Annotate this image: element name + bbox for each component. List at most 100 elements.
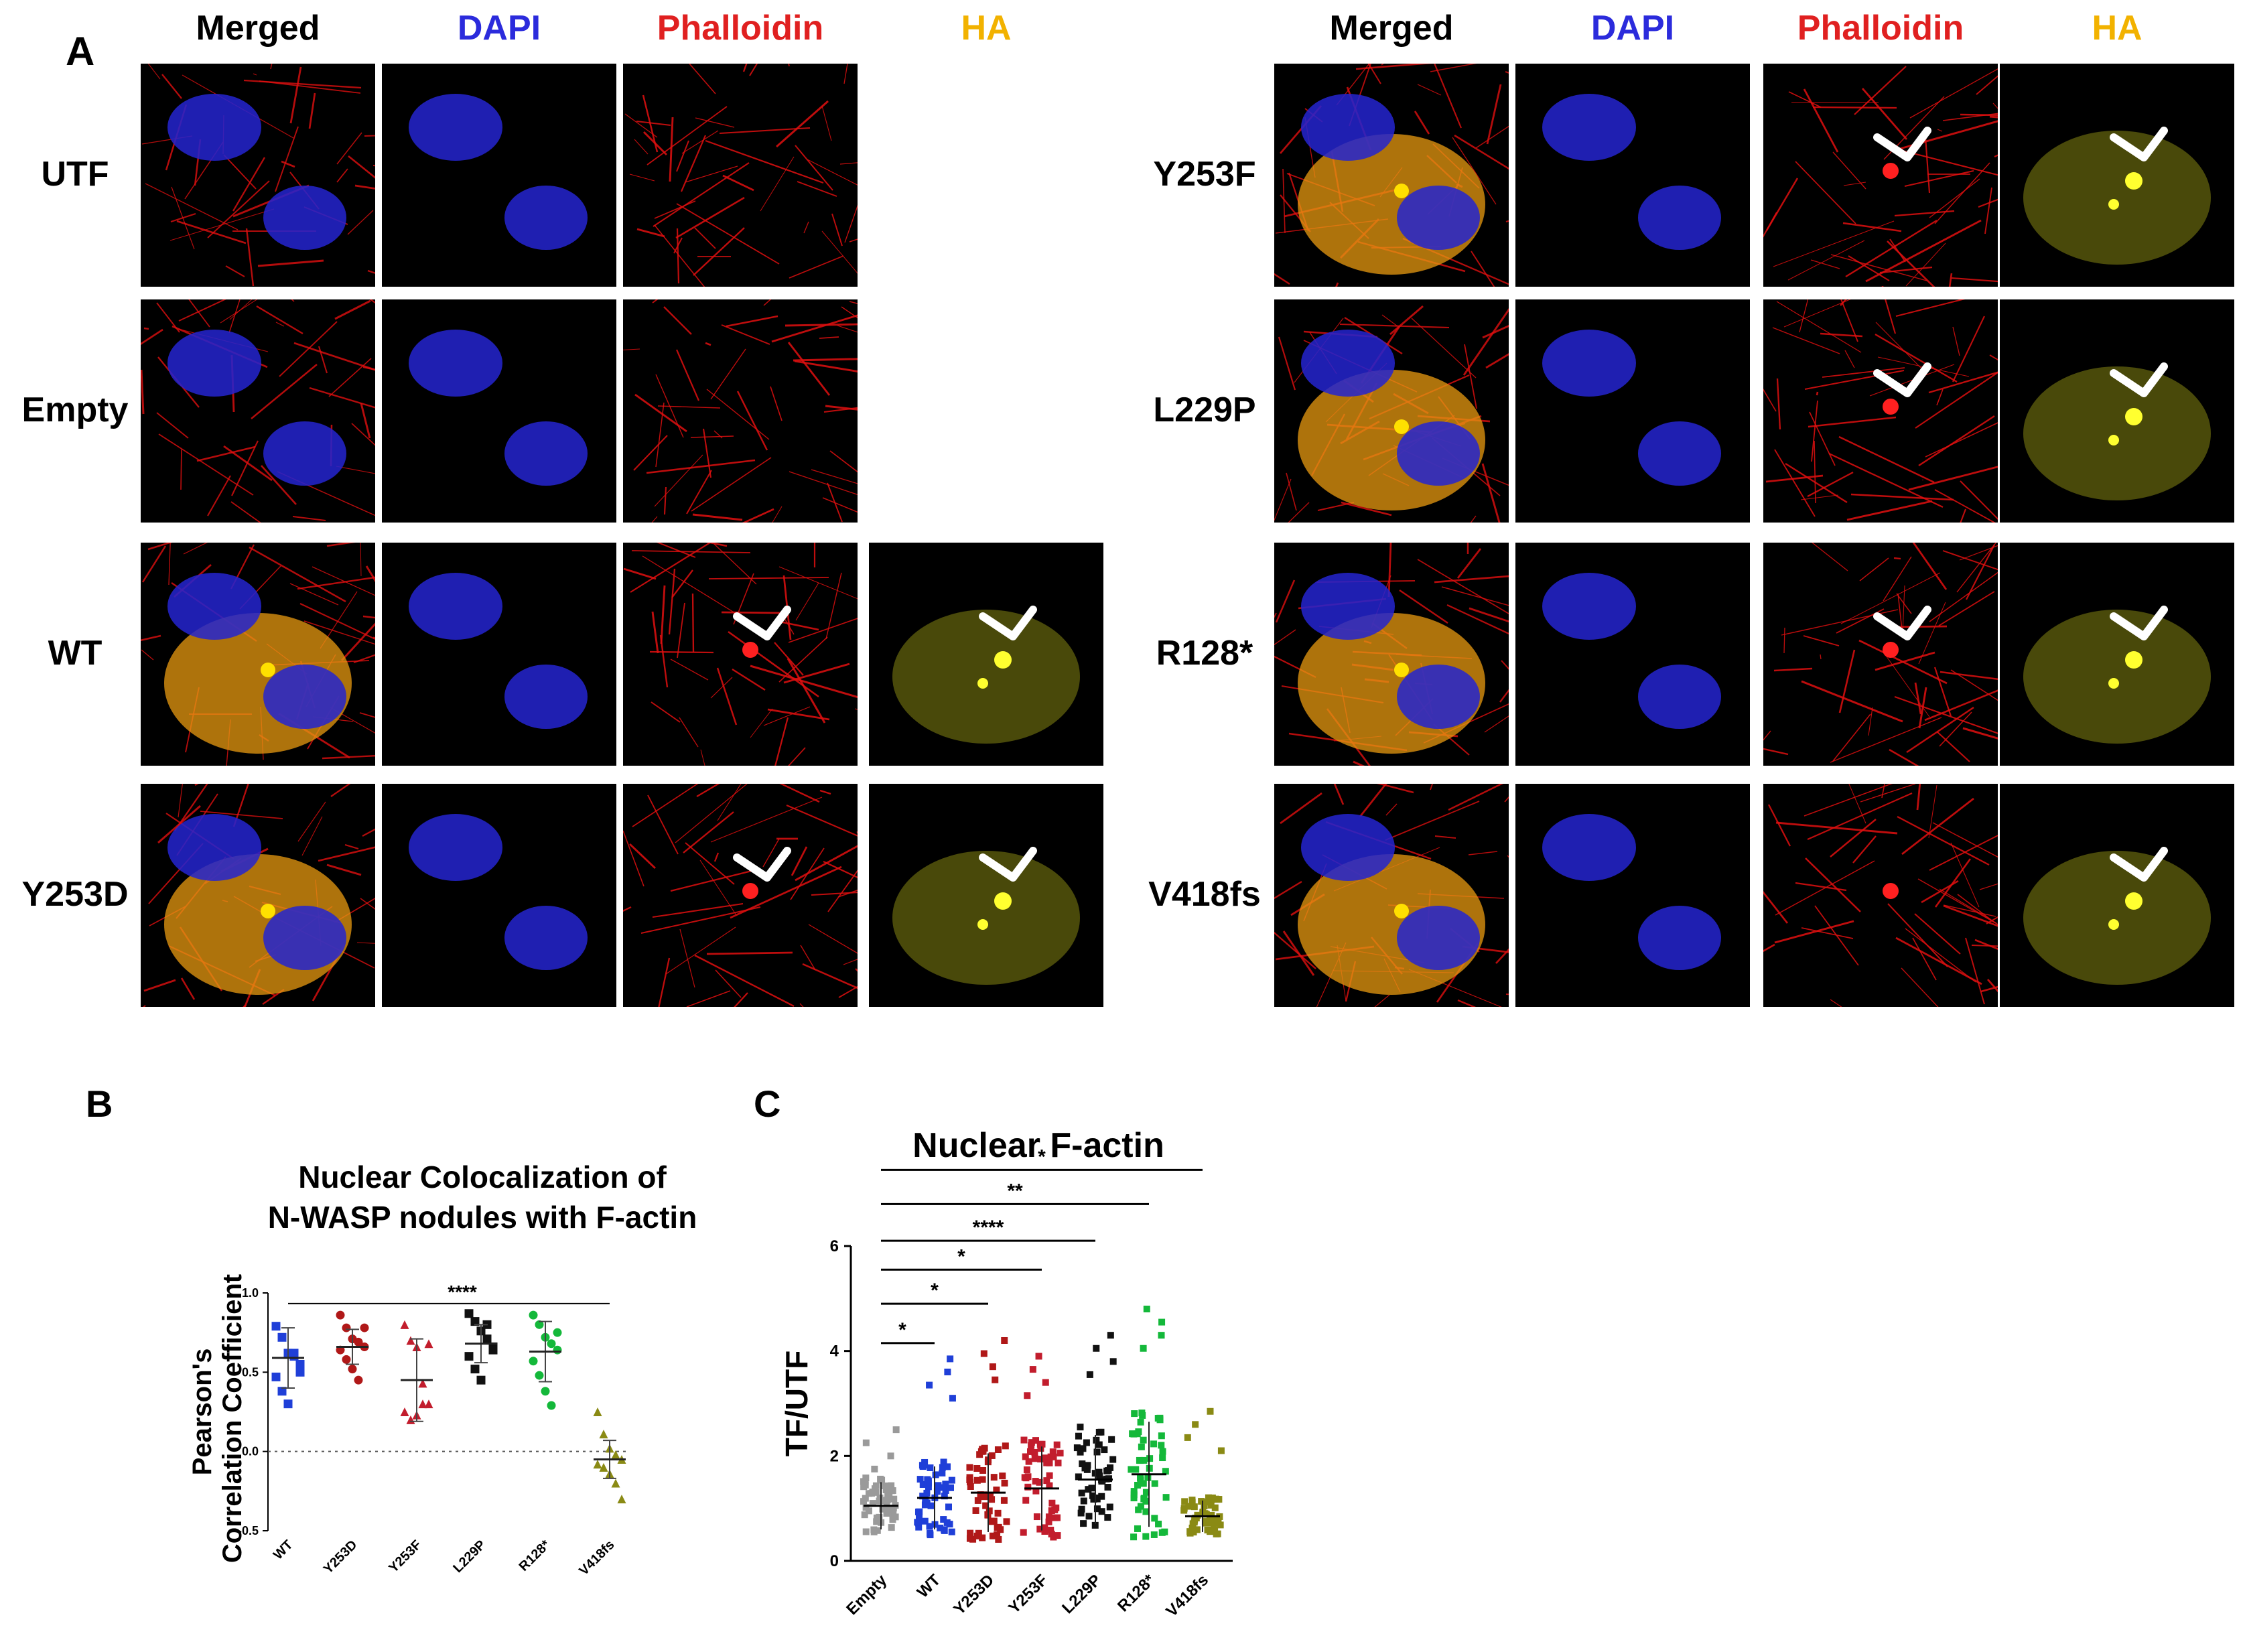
- c-point: [1048, 1499, 1056, 1507]
- left-row-label-1: Empty: [21, 390, 129, 429]
- c-point: [892, 1426, 900, 1434]
- micrograph-dapi: [382, 784, 616, 1007]
- c-point: [1211, 1504, 1219, 1511]
- micrograph-phalloidin: [623, 543, 858, 766]
- b-point: [470, 1365, 480, 1374]
- b-point: [418, 1379, 427, 1388]
- c-xtick-label: L229P: [1059, 1571, 1105, 1617]
- merged-image: [1274, 543, 1509, 766]
- b-point: [348, 1365, 357, 1374]
- c-point: [1144, 1474, 1152, 1481]
- c-point: [915, 1523, 923, 1531]
- b-xtick-label: R128*: [517, 1537, 553, 1574]
- c-point: [994, 1509, 1002, 1517]
- b-point: [617, 1495, 626, 1504]
- c-point: [1104, 1484, 1111, 1491]
- c-point: [1140, 1345, 1147, 1352]
- c-point: [882, 1482, 889, 1489]
- micrograph-ha: [2000, 543, 2234, 766]
- c-point: [1217, 1447, 1225, 1454]
- c-point: [944, 1463, 951, 1470]
- c-point: [1150, 1440, 1158, 1448]
- c-point: [1093, 1495, 1101, 1503]
- micrograph-merged: [141, 299, 375, 523]
- arrowhead-icon: [733, 606, 791, 640]
- c-point: [940, 1516, 947, 1523]
- c-xtick-label: Y253D: [950, 1571, 998, 1619]
- micrograph-phalloidin: [623, 784, 858, 1007]
- c-point: [948, 1476, 955, 1484]
- b-point: [553, 1345, 562, 1355]
- c-point: [942, 1481, 949, 1488]
- b-point: [599, 1430, 608, 1439]
- c-point: [1078, 1505, 1085, 1513]
- right-row-label-0: Y253F: [1153, 154, 1256, 194]
- c-point: [914, 1519, 921, 1526]
- c-significance-label: ****: [973, 1217, 1004, 1239]
- micrograph-merged: [1274, 64, 1509, 287]
- c-point: [879, 1505, 886, 1513]
- dapi-image: [409, 94, 588, 250]
- c-point: [1191, 1517, 1199, 1524]
- right-row-label-1: L229P: [1153, 390, 1256, 429]
- c-point: [1188, 1497, 1196, 1504]
- c-point: [870, 1526, 878, 1533]
- c-xtick-label: V418fs: [1162, 1571, 1212, 1621]
- ha-image: [2023, 606, 2211, 744]
- c-point: [914, 1508, 922, 1515]
- c-point: [989, 1532, 996, 1539]
- c-point: [979, 1476, 986, 1483]
- c-point: [1050, 1533, 1057, 1541]
- c-point: [1037, 1456, 1044, 1463]
- c-point: [939, 1484, 947, 1491]
- b-point: [360, 1323, 369, 1332]
- c-point: [1078, 1489, 1085, 1497]
- c-point: [993, 1487, 1000, 1494]
- c-point: [989, 1363, 996, 1371]
- c-point: [874, 1527, 881, 1534]
- c-point: [1130, 1488, 1138, 1495]
- c-point: [1085, 1486, 1092, 1493]
- b-point: [271, 1372, 281, 1381]
- c-point: [948, 1528, 955, 1535]
- c-point: [1158, 1529, 1166, 1536]
- b-point: [354, 1337, 363, 1347]
- c-point: [973, 1464, 981, 1472]
- c-point: [883, 1510, 890, 1517]
- c-point: [1041, 1527, 1048, 1535]
- micrograph-dapi: [382, 64, 616, 287]
- c-point: [1142, 1533, 1150, 1540]
- c-point: [1001, 1479, 1008, 1487]
- b-point: [418, 1399, 427, 1409]
- micrograph-ha: [869, 784, 1103, 1007]
- micrograph-merged: [141, 543, 375, 766]
- c-significance-label: *: [957, 1245, 965, 1267]
- c-point: [1107, 1332, 1114, 1339]
- b-point: [464, 1352, 474, 1361]
- right-header-merged: Merged: [1329, 9, 1454, 48]
- c-point: [926, 1381, 933, 1389]
- c-point: [1046, 1472, 1053, 1479]
- c-point: [1193, 1526, 1201, 1533]
- c-point: [1184, 1434, 1191, 1441]
- c-point: [1215, 1496, 1223, 1503]
- c-point: [1057, 1450, 1064, 1457]
- c-point: [1143, 1306, 1150, 1312]
- c-point: [1020, 1529, 1027, 1536]
- c-point: [1095, 1441, 1103, 1448]
- c-point: [1140, 1495, 1148, 1503]
- c-point: [1045, 1518, 1052, 1525]
- micrograph-phalloidin: [623, 64, 858, 287]
- c-point: [1086, 1371, 1093, 1378]
- micrograph-dapi: [1515, 543, 1750, 766]
- c-point: [1054, 1532, 1061, 1539]
- dapi-image: [1542, 573, 1721, 729]
- c-point: [1036, 1478, 1043, 1486]
- c-point: [1041, 1524, 1048, 1531]
- micrograph-ha: [2000, 64, 2234, 287]
- c-point: [947, 1484, 955, 1491]
- c-point: [1138, 1443, 1145, 1450]
- b-point: [295, 1360, 305, 1369]
- c-point: [1080, 1520, 1087, 1527]
- c-point: [933, 1488, 941, 1495]
